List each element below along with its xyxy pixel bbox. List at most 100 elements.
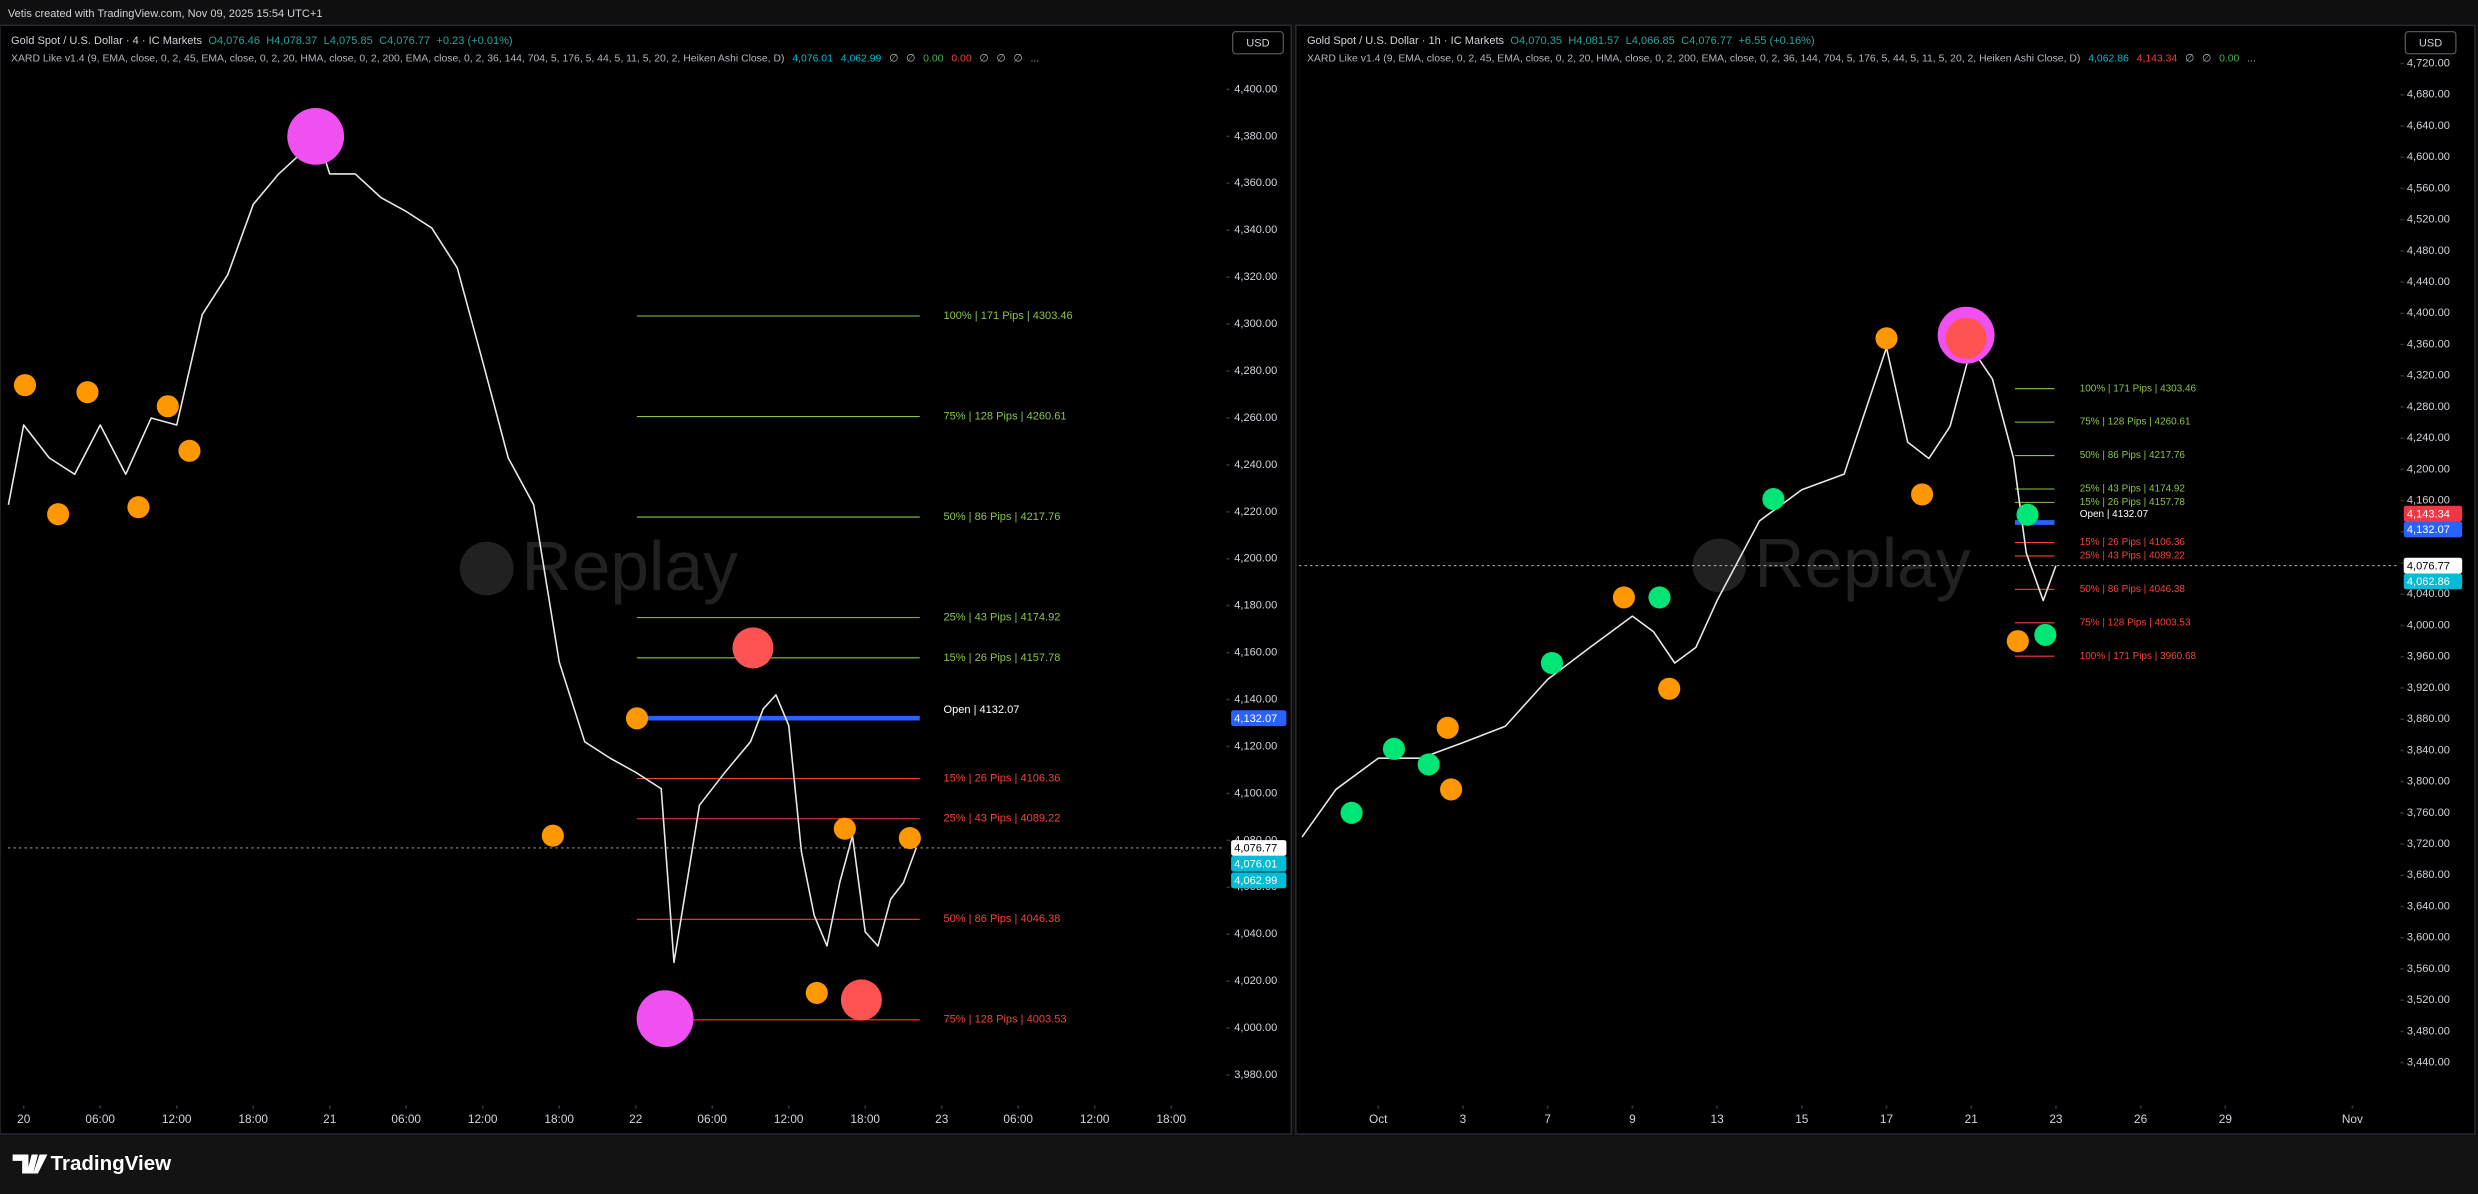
- indicator-value: ∅: [980, 53, 989, 64]
- x-tick-label: 21: [1965, 1112, 1978, 1126]
- brand-name[interactable]: TradingView: [51, 1152, 172, 1175]
- indicator-value: 4,143.34: [2137, 53, 2178, 64]
- x-tick-label: 06:00: [391, 1112, 421, 1126]
- y-tick-label: 4,240.00: [2407, 432, 2450, 444]
- signal-marker: [1648, 586, 1671, 609]
- signal-marker: [1540, 651, 1563, 675]
- level-label: 25% | 43 Pips | 4174.92: [943, 612, 1060, 624]
- price-tag: [1231, 710, 1287, 727]
- left-panel: [0, 24, 1292, 1135]
- indicator-name: XARD Like v1.4 (9, EMA, close, 0, 2, 45,…: [11, 53, 784, 64]
- level-label: 25% | 43 Pips | 4089.22: [943, 813, 1060, 825]
- level-label: 75% | 128 Pips | 4003.53: [943, 1014, 1066, 1026]
- signal-marker: [2034, 623, 2057, 646]
- y-tick-label: 3,520.00: [2407, 994, 2450, 1006]
- price-tag-label: 4,076.77: [2407, 560, 2450, 572]
- y-tick-label: 4,600.00: [2407, 151, 2450, 163]
- price-tag: [2403, 557, 2463, 574]
- ohlc-value: C4,076.77: [1681, 35, 1732, 47]
- y-tick-label: 4,120.00: [1234, 740, 1277, 752]
- level-label: Open | 4132.07: [943, 704, 1019, 716]
- signal-marker: [1658, 677, 1681, 700]
- ohlc-value: L4,066.85: [1626, 35, 1675, 47]
- signal-marker: [541, 824, 564, 847]
- y-tick-label: 4,140.00: [1234, 694, 1277, 706]
- signal-marker: [1440, 778, 1463, 801]
- y-tick-label: 3,980.00: [1234, 1069, 1277, 1081]
- price-tag: [2403, 573, 2463, 590]
- level-label: 50% | 86 Pips | 4046.38: [2080, 584, 2186, 595]
- level-label: 75% | 128 Pips | 4260.61: [943, 410, 1066, 422]
- y-tick-label: 4,000.00: [2407, 619, 2450, 631]
- x-tick-label: 12:00: [1080, 1112, 1110, 1126]
- price-tag-label: 4,143.34: [2407, 508, 2450, 520]
- signal-marker: [1911, 483, 1934, 506]
- level-label: 50% | 86 Pips | 4217.76: [2080, 450, 2186, 461]
- signal-marker: [2016, 503, 2039, 526]
- ohlc-value: H4,078.37: [266, 35, 317, 47]
- price-tag-label: 4,076.01: [1234, 858, 1277, 870]
- x-tick-label: 06:00: [697, 1112, 727, 1126]
- ohlc-value: C4,076.77: [379, 35, 430, 47]
- level-label: 15% | 26 Pips | 4157.78: [943, 652, 1060, 664]
- y-tick-label: 4,400.00: [1234, 83, 1277, 95]
- signal-marker: [127, 496, 150, 519]
- indicator-value: ∅: [2185, 53, 2194, 64]
- credit: Vetis created with TradingView.com, Nov …: [8, 8, 323, 20]
- x-tick-label: 20: [17, 1112, 31, 1126]
- y-tick-label: 4,260.00: [1234, 412, 1277, 424]
- y-tick-label: 4,400.00: [2407, 307, 2450, 319]
- level-label: 15% | 26 Pips | 4106.36: [2080, 537, 2186, 548]
- level-label: Open | 4132.07: [2080, 509, 2149, 520]
- price-tag-label: 4,062.99: [1234, 875, 1277, 887]
- chart-title: Gold Spot / U.S. Dollar · 4 · IC Markets: [11, 35, 202, 47]
- currency: USD: [1246, 37, 1269, 49]
- y-tick-label: 4,720.00: [2407, 57, 2450, 69]
- y-tick-label: 4,000.00: [1234, 1022, 1277, 1034]
- price-line: [7, 133, 917, 964]
- y-tick-label: 4,320.00: [2407, 370, 2450, 382]
- x-tick-label: 15: [1795, 1112, 1809, 1126]
- replay-watermark: Replay: [459, 527, 738, 605]
- price-tag: [1231, 872, 1287, 889]
- replay-text: Replay: [1754, 524, 1971, 602]
- brand-logo[interactable]: [12, 1154, 48, 1174]
- price-tag-label: 4,132.07: [1234, 713, 1277, 725]
- signal-marker: [1762, 488, 1785, 511]
- chart-title: Gold Spot / U.S. Dollar · 1h · IC Market…: [1307, 35, 1505, 47]
- indicator-line: XARD Like v1.4 (9, EMA, close, 0, 2, 45,…: [11, 53, 1039, 64]
- level-label: 25% | 43 Pips | 4089.22: [2080, 551, 2186, 562]
- signal-marker: [625, 707, 649, 730]
- x-tick-label: 23: [935, 1112, 949, 1126]
- x-tick-label: 12:00: [468, 1112, 498, 1126]
- price-tag-label: 4,132.07: [2407, 524, 2450, 536]
- y-tick-label: 3,440.00: [2407, 1057, 2450, 1069]
- ohlc-value: +6.55 (+0.16%): [1738, 35, 1814, 47]
- x-tick-label: 06:00: [85, 1112, 115, 1126]
- y-tick-label: 4,020.00: [1234, 975, 1277, 987]
- chart-header: Gold Spot / U.S. Dollar · 1h · IC Market…: [1307, 35, 1815, 47]
- y-tick-label: 4,100.00: [1234, 787, 1277, 799]
- y-tick-label: 3,880.00: [2407, 713, 2450, 725]
- y-tick-label: 4,040.00: [1234, 928, 1277, 940]
- y-tick-label: 4,680.00: [2407, 89, 2450, 101]
- x-tick-label: 06:00: [1003, 1112, 1033, 1126]
- indicator-value: 0.00: [923, 53, 943, 64]
- indicator-value: ∅: [906, 53, 915, 64]
- x-tick-label: 12:00: [774, 1112, 804, 1126]
- level-label: 100% | 171 Pips | 3960.68: [2080, 651, 2197, 662]
- y-tick-label: 4,360.00: [2407, 338, 2450, 350]
- indicator-name: XARD Like v1.4 (9, EMA, close, 0, 2, 45,…: [1307, 53, 2080, 64]
- level-label: 100% | 171 Pips | 4303.46: [2080, 383, 2197, 394]
- chart-header: Gold Spot / U.S. Dollar · 4 · IC Markets…: [11, 35, 513, 47]
- y-tick-label: 3,600.00: [2407, 932, 2450, 944]
- indicator-value: ...: [2247, 53, 2256, 64]
- ohlc-value: H4,081.57: [1568, 35, 1619, 47]
- signal-marker: [47, 503, 70, 526]
- y-tick-label: 4,360.00: [1234, 177, 1277, 189]
- signal-marker: [636, 990, 694, 1048]
- price-tag: [2403, 505, 2463, 522]
- y-tick-label: 4,280.00: [1234, 365, 1277, 377]
